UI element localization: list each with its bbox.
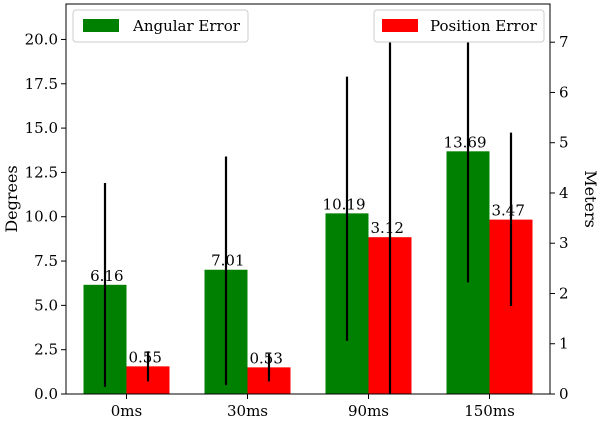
data-label-angular-0ms: 6.16 <box>90 267 123 285</box>
left-tick-label: 10.0 <box>25 208 58 226</box>
legend-angular: Angular Error <box>72 9 249 43</box>
right-tick-label: 1 <box>559 335 569 353</box>
data-label-angular-30ms: 7.01 <box>211 252 244 270</box>
legend-position-label: Position Error <box>430 17 538 35</box>
data-label-position-30ms: 0.53 <box>250 349 283 367</box>
right-tick-label: 2 <box>559 284 569 302</box>
right-tick-label: 0 <box>559 385 569 403</box>
left-tick-label: 15.0 <box>25 119 58 137</box>
left-axis-ticks: 0.0 2.5 5.0 7.5 10.0 12.5 15.0 17.5 20.0 <box>25 30 66 403</box>
left-tick-label: 0.0 <box>34 385 58 403</box>
x-tick-label: 90ms <box>348 402 389 420</box>
data-label-position-150ms: 3.47 <box>492 202 525 220</box>
x-axis-ticks: 0ms 30ms 90ms 150ms <box>111 394 515 420</box>
x-tick-label: 150ms <box>464 402 515 420</box>
legend-angular-swatch <box>83 19 119 32</box>
x-tick-label: 0ms <box>111 402 142 420</box>
right-tick-label: 3 <box>559 234 569 252</box>
data-label-angular-90ms: 10.19 <box>323 195 366 213</box>
right-tick-label: 6 <box>559 83 569 101</box>
data-label-position-0ms: 0.55 <box>129 348 162 366</box>
legend-angular-frame <box>72 9 249 43</box>
legend-angular-label: Angular Error <box>132 17 241 35</box>
data-labels-layer: 6.16 0.55 7.01 0.53 10.19 3.12 13.69 3.47 <box>90 133 525 367</box>
right-tick-label: 4 <box>559 184 569 202</box>
left-tick-label: 5.0 <box>34 296 58 314</box>
left-tick-label: 7.5 <box>34 252 58 270</box>
data-label-position-90ms: 3.12 <box>371 219 404 237</box>
data-label-angular-150ms: 13.69 <box>444 133 487 151</box>
plot-frame <box>65 3 551 395</box>
right-tick-label: 7 <box>559 33 569 51</box>
error-bars-layer <box>103 21 513 394</box>
left-tick-label: 20.0 <box>25 30 58 48</box>
left-tick-label: 17.5 <box>25 75 58 93</box>
right-axis-ticks: 0 1 2 3 4 5 6 7 <box>550 33 569 403</box>
left-tick-label: 2.5 <box>34 341 58 359</box>
legend-position-swatch <box>382 19 418 32</box>
left-tick-label: 12.5 <box>25 163 58 181</box>
legend-position: Position Error <box>373 9 545 43</box>
y-axis-label: Degrees <box>2 165 21 232</box>
x-tick-label: 30ms <box>227 402 268 420</box>
right-tick-label: 5 <box>559 134 569 152</box>
legend-position-frame <box>373 9 545 43</box>
y2-axis-label: Meters <box>581 170 598 228</box>
